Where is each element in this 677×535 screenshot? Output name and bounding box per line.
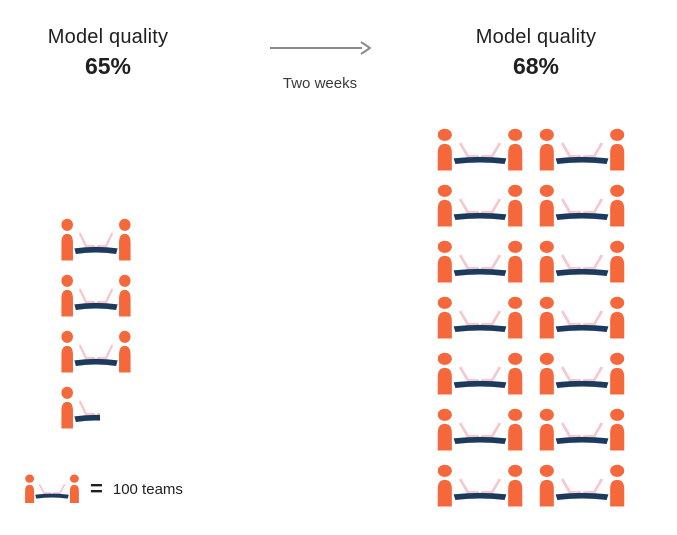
- left-icon-column: [60, 218, 132, 430]
- team-table-icon: [436, 296, 524, 340]
- team-table-icon: [538, 352, 626, 396]
- team-table-icon-partial: [60, 386, 100, 430]
- team-table-icon: [60, 274, 132, 318]
- right-icon-grid: [436, 128, 626, 508]
- legend-team-icon-slot: [24, 474, 80, 504]
- team-table-icon: [436, 128, 524, 172]
- left-value: 65%: [84, 53, 132, 79]
- team-table-icon: [436, 464, 524, 508]
- equals-sign: =: [90, 476, 103, 501]
- team-table-icon: [436, 240, 524, 284]
- right-value: 68%: [512, 53, 560, 79]
- team-table-icon: [538, 464, 626, 508]
- left-title-block: Model quality 65%: [18, 26, 198, 80]
- team-table-icon: [538, 296, 626, 340]
- team-table-icon: [436, 184, 524, 228]
- team-table-icon: [538, 240, 626, 284]
- right-title-block: Model quality 68%: [438, 26, 634, 80]
- team-table-icon: [60, 330, 132, 374]
- right-title: Model quality: [475, 26, 597, 48]
- team-table-icon: [538, 408, 626, 452]
- right-arrow-icon: [268, 40, 372, 61]
- left-title: Model quality: [47, 26, 169, 48]
- transition-label: Two weeks: [282, 75, 358, 92]
- team-table-icon: [436, 408, 524, 452]
- team-table-icon: [538, 184, 626, 228]
- legend-label: 100 teams: [112, 480, 183, 498]
- team-table-icon: [538, 128, 626, 172]
- transition-block: Two weeks: [258, 40, 382, 92]
- team-table-icon: [436, 352, 524, 396]
- team-table-icon: [24, 474, 80, 504]
- legend: = 100 teams: [24, 474, 183, 504]
- team-table-icon: [60, 218, 132, 262]
